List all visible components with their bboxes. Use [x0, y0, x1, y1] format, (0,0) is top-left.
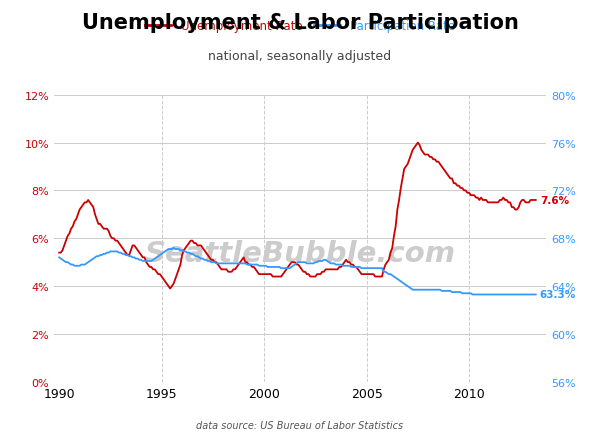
Text: 63.3%: 63.3% [540, 290, 576, 300]
Text: data source: US Bureau of Labor Statistics: data source: US Bureau of Labor Statisti… [196, 420, 404, 430]
Text: 7.6%: 7.6% [540, 196, 569, 205]
Text: Unemployment & Labor Participation: Unemployment & Labor Participation [82, 13, 518, 33]
Legend: Unemployment Rate, Participation Rate: Unemployment Rate, Participation Rate [140, 16, 460, 38]
Text: national, seasonally adjusted: national, seasonally adjusted [208, 50, 392, 63]
Text: SeattleBubble.com: SeattleBubble.com [145, 239, 455, 267]
